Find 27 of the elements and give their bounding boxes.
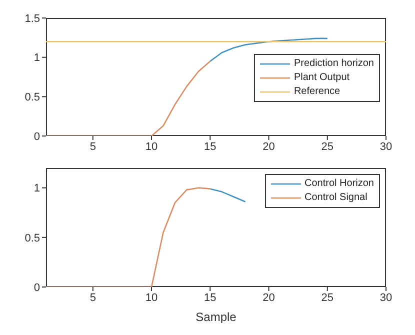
y-tick-label: 0.5 [24,232,40,244]
y-tick-label: 1.5 [24,12,40,25]
line-series [46,187,211,287]
x-tick-label: 20 [262,140,275,153]
x-tick-label: 5 [90,292,96,304]
legend-label: Control Horizon [304,177,374,191]
y-tick-label: 1 [34,182,40,195]
x-tick-label: 10 [145,292,158,304]
legend-label: Reference [294,85,340,99]
x-tick-label: 5 [90,140,96,153]
x-tick-label: 15 [204,292,216,304]
x-tick-label: 25 [321,140,334,153]
y-tick-label: 1 [34,52,40,64]
legend-label: Prediction horizon [294,57,374,71]
line-series [209,188,246,202]
y-tick-label: 0 [34,130,40,143]
x-tick-label: 25 [321,292,334,304]
x-tick-label: 30 [380,140,392,153]
legend-label: Control Signal [304,191,368,205]
y-tick-label: 0.5 [24,92,40,104]
x-tick-label: 15 [204,140,216,153]
x-tick-label: 10 [145,140,158,153]
x-tick-label: 20 [262,292,275,304]
line-series [46,60,211,136]
x-tick-label: 30 [380,292,392,304]
y-tick-label: 0 [34,282,40,294]
legend-label: Plant Output [294,71,350,85]
